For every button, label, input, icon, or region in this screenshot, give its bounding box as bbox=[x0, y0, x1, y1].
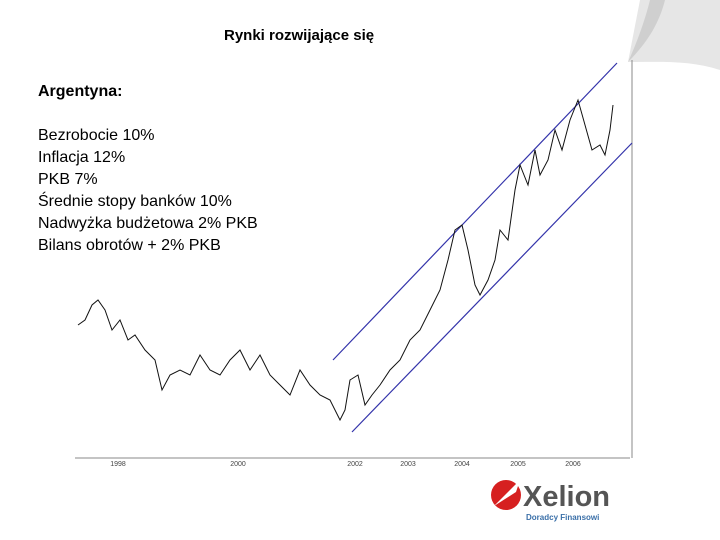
slide-title: Rynki rozwijające się bbox=[224, 27, 375, 44]
year-label: 2004 bbox=[454, 461, 470, 468]
logo-swoosh bbox=[494, 480, 520, 506]
list-item: PKB 7% bbox=[38, 171, 98, 188]
year-label: 2003 bbox=[400, 461, 416, 468]
year-label: 2006 bbox=[565, 461, 581, 468]
section-heading: Argentyna: bbox=[38, 83, 123, 100]
list-item: Średnie stopy banków 10% bbox=[38, 193, 232, 210]
list-item: Nadwyżka budżetowa 2% PKB bbox=[38, 215, 258, 232]
page-curl-shadow bbox=[628, 0, 665, 62]
price-line bbox=[77, 98, 614, 422]
list-item: Bezrobocie 10% bbox=[38, 127, 155, 144]
item-list: Bezrobocie 10% Inflacja 12% PKB 7% Średnie … bbox=[38, 125, 258, 257]
logo-name: Xelion bbox=[523, 481, 610, 513]
year-label: 2002 bbox=[347, 461, 363, 468]
channel-upper bbox=[332, 62, 618, 361]
logo-tagline: Doradcy Finansowi bbox=[526, 513, 599, 522]
year-label: 2005 bbox=[510, 461, 526, 468]
channel-lower bbox=[351, 142, 633, 433]
year-label: 2000 bbox=[230, 461, 246, 468]
year-label: 1998 bbox=[110, 461, 126, 468]
list-item: Bilans obrotów + 2% PKB bbox=[38, 237, 221, 254]
list-item: Inflacja 12% bbox=[38, 149, 126, 166]
